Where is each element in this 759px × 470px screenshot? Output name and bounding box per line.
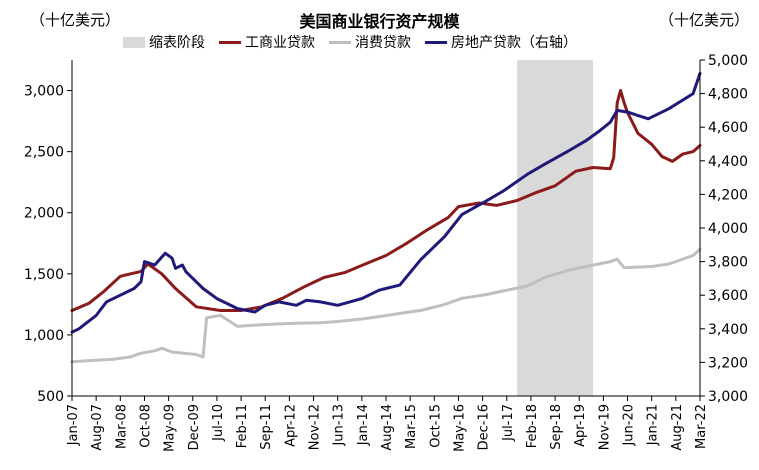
legend-item-ci-loans: 工商业贷款 [219, 32, 315, 52]
x-tick-label: Jul-10 [211, 404, 226, 442]
left-tick-label: 1,500 [24, 267, 64, 283]
x-tick-label: Feb-11 [235, 404, 250, 448]
right-tick-label: 5,000 [708, 53, 748, 69]
x-tick-label: Oct-08 [138, 404, 153, 448]
legend-swatch-consumer-loans [329, 40, 351, 44]
right-tick-label: 3,600 [708, 288, 748, 304]
right-tick-label: 3,800 [708, 255, 748, 271]
x-tick-label: Mar-22 [694, 404, 709, 449]
legend-label-consumer-loans: 消费贷款 [355, 35, 411, 51]
x-tick-label: Mar-08 [114, 404, 129, 449]
left-axis-ticks: 500 1,000 1,500 2,000 2,500 3,000 [24, 84, 72, 405]
right-tick-label: 4,400 [708, 154, 748, 170]
right-axis-ticks: 3,000 3,200 3,400 3,600 3,800 4,000 4,200 4,400… [700, 53, 748, 405]
right-axis-unit: （十亿美元） [659, 11, 750, 29]
left-tick-label: 500 [37, 389, 64, 405]
legend-swatch-real-estate-loans [425, 40, 447, 44]
x-tick-label: May-09 [163, 404, 178, 452]
series-line-consumer-loans [70, 247, 702, 364]
x-tick-label: Feb-18 [525, 404, 540, 448]
x-tick-label: Apr-12 [283, 404, 298, 447]
x-tick-label: Jan-21 [646, 404, 661, 446]
chart-legend: 缩表阶段 工商业贷款 消费贷款 房地产贷款（右轴） [123, 32, 577, 52]
legend-label-recession: 缩表阶段 [149, 35, 205, 51]
right-tick-label: 4,200 [708, 187, 748, 203]
series-layer [70, 71, 702, 364]
right-tick-label: 3,200 [708, 355, 748, 371]
right-tick-label: 3,000 [708, 389, 748, 405]
series-line-ci-loans [70, 89, 702, 312]
right-tick-label: 4,000 [708, 221, 748, 237]
left-tick-label: 3,000 [24, 84, 64, 100]
x-tick-label: Dec-16 [477, 404, 492, 450]
legend-swatch-recession [123, 36, 145, 48]
right-tick-label: 4,600 [708, 120, 748, 136]
left-axis-unit: （十亿美元） [30, 11, 121, 29]
left-tick-label: 1,000 [24, 328, 64, 344]
legend-item-real-estate-loans: 房地产贷款（右轴） [425, 32, 577, 52]
legend-swatch-ci-loans [219, 40, 241, 44]
right-tick-label: 3,400 [708, 322, 748, 338]
legend-label-real-estate-loans: 房地产贷款（右轴） [451, 35, 577, 51]
legend-item-recession: 缩表阶段 [123, 32, 205, 52]
x-tick-label: Sep-11 [259, 404, 274, 450]
legend-item-consumer-loans: 消费贷款 [329, 32, 411, 52]
left-tick-label: 2,500 [24, 145, 64, 161]
left-tick-label: 2,000 [24, 206, 64, 222]
x-tick-label: Jan-07 [66, 404, 81, 446]
x-axis-ticks: Jan-07 Aug-07 Mar-08 Oct-08 May-09 Dec-09 Jul-… [66, 396, 709, 452]
recession-band [517, 60, 594, 396]
x-tick-label: Aug-07 [90, 404, 105, 451]
x-tick-label: Jul-17 [501, 404, 516, 442]
x-tick-label: Jun-13 [332, 404, 347, 447]
x-tick-label: Dec-09 [187, 404, 202, 450]
legend-label-ci-loans: 工商业贷款 [245, 35, 315, 51]
x-tick-label: Jan-14 [356, 404, 371, 446]
x-tick-label: Oct-15 [428, 404, 443, 448]
chart-title: 美国商业银行资产规模 [299, 12, 460, 31]
x-tick-label: Nov-12 [308, 404, 323, 450]
x-tick-label: Apr-19 [573, 404, 588, 447]
x-tick-label: Aug-21 [670, 404, 685, 451]
x-tick-label: Sep-18 [549, 404, 564, 450]
series-line-real-estate-loans [70, 71, 702, 334]
right-tick-label: 4,800 [708, 87, 748, 103]
x-tick-label: Nov-19 [597, 404, 612, 450]
x-tick-label: Aug-14 [380, 404, 395, 451]
x-tick-label: Jun-20 [622, 404, 637, 447]
x-tick-label: May-16 [452, 404, 467, 452]
x-tick-label: Mar-15 [404, 404, 419, 449]
